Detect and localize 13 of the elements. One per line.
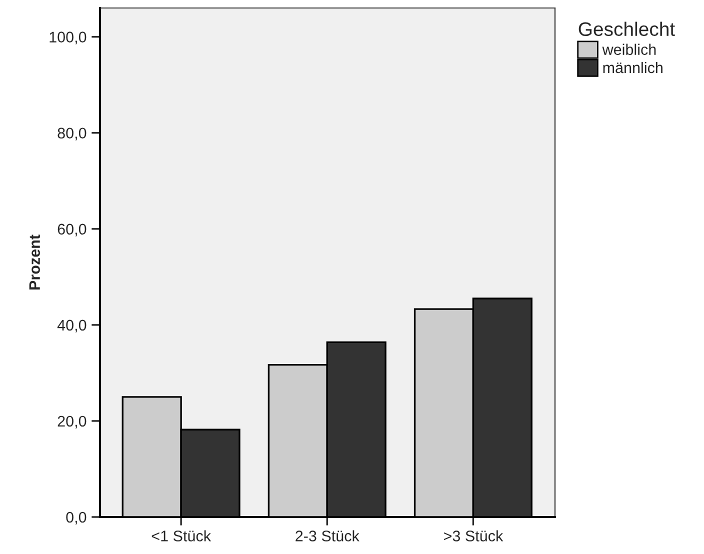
x-tick-label: <1 Stück	[152, 530, 212, 542]
y-tick-label: 60,0	[58, 224, 86, 236]
y-tick-label: 40,0	[57, 320, 86, 332]
y-axis-title: Prozent	[29, 234, 40, 290]
y-tick-label: 0,0	[66, 512, 86, 524]
y-tick-label: 80,0	[58, 128, 86, 140]
y-tick-label: 100,0	[50, 32, 86, 44]
legend-label: weiblich	[602, 44, 656, 55]
y-tick-label: 20,0	[58, 416, 86, 428]
x-tick-label: 2-3 Stück	[296, 530, 360, 542]
legend-title: Geschlecht	[578, 22, 675, 36]
legend-label: männlich	[603, 62, 662, 74]
x-tick-label: >3 Stück	[444, 530, 504, 542]
